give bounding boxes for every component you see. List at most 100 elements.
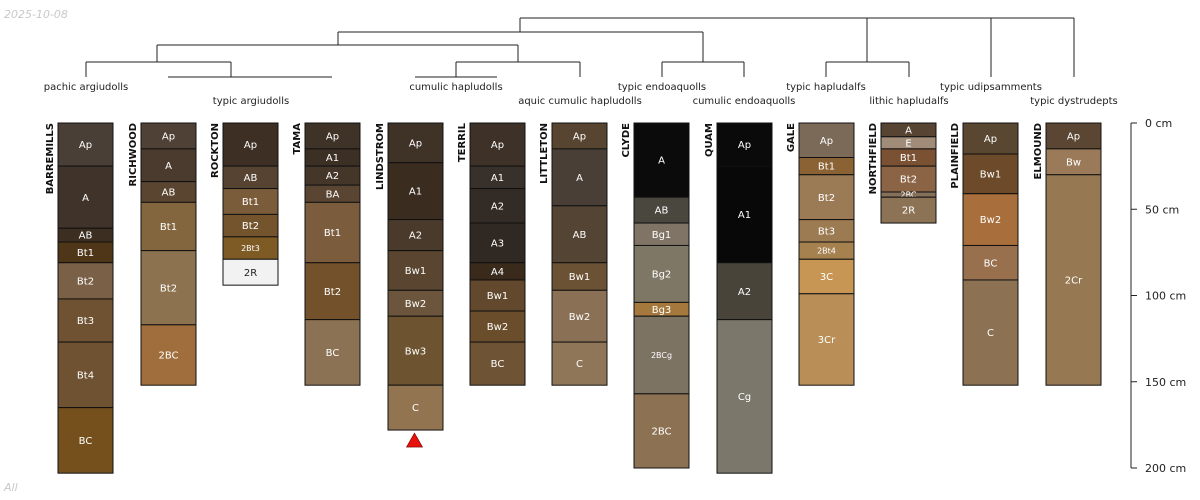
horizon-label: AB [244, 173, 258, 184]
horizon [304, 319, 361, 386]
horizon-label: Bt1 [818, 162, 835, 173]
soil-profile: AE Bt1 Bt2 2BC 2R NORTHFIELD [868, 122, 937, 224]
horizon-label: Bw2 [569, 312, 590, 323]
profiles-layer: Ap A AB Bt1 Bt2 Bt3 Bt4 BC BARREMILLS Ap A AB Bt1 Bt2… [45, 122, 1102, 474]
axis-tick-label: 100 cm [1145, 290, 1186, 303]
soil-profile: Ap Bw1 Bw2 BC C PLAINFIELD [950, 122, 1019, 386]
dendrogram-link [85, 61, 232, 77]
horizon-label: Bt3 [77, 316, 94, 327]
horizon [469, 341, 526, 386]
horizon-label: Bg2 [652, 270, 672, 281]
horizon [469, 222, 526, 264]
horizon [798, 122, 855, 158]
horizon [551, 262, 608, 291]
soil-profile: Ap Bw 2Cr ELMOUND [1033, 122, 1102, 386]
horizon [222, 122, 279, 167]
horizon-label: Bt1 [77, 248, 94, 259]
date-stamp: 2025-10-08 [4, 8, 68, 21]
soil-profile: Ap A1 A2 BA Bt1 Bt2 BC TAMA [292, 122, 361, 386]
horizon [633, 244, 690, 303]
horizon [140, 201, 197, 252]
dendrogram-link [519, 17, 1075, 77]
dendrogram-link [337, 31, 704, 62]
horizon-label: Bt3 [818, 226, 835, 237]
horizon-label: A [165, 161, 172, 172]
taxon-label: lithic hapludalfs [869, 96, 948, 107]
profile-name: RICHWOOD [128, 123, 139, 186]
horizon-label: Bg3 [652, 305, 672, 316]
horizon-label: Bw2 [405, 299, 426, 310]
soil-profile: Ap AB Bt1 Bt2 2Bt3 2R ROCKTON [210, 122, 279, 286]
horizon [1045, 122, 1102, 150]
taxon-label: typic dystrudepts [1030, 96, 1117, 107]
dendrogram [85, 17, 1075, 78]
horizon-label: Bt1 [242, 197, 259, 208]
profile-name: PLAINFIELD [950, 123, 961, 189]
horizon-label: Bt1 [160, 222, 177, 233]
horizon-label: Bt1 [900, 153, 917, 164]
soil-profile: Ap A AB Bt1 Bt2 Bt3 Bt4 BC BARREMILLS [45, 122, 114, 474]
horizon [222, 258, 279, 286]
horizon-label: Ap [820, 136, 833, 147]
horizon-label: A2 [738, 287, 751, 298]
axis-tick-label: 50 cm [1145, 203, 1179, 216]
horizon-label: A [82, 193, 89, 204]
profile-name: QUAM [704, 123, 715, 157]
horizon-label: Bw2 [487, 322, 508, 333]
horizon-label: 2R [244, 268, 257, 279]
horizon-label: AB [162, 188, 176, 199]
horizon-label: A2 [491, 201, 504, 212]
soil-profile: Ap A1 A2 Bw1 Bw2 Bw3 C LINDSTROM [375, 122, 444, 448]
profile-name: BARREMILLS [45, 123, 56, 194]
horizon [387, 250, 444, 291]
horizon [716, 122, 773, 167]
taxon-label: typic udipsamments [940, 82, 1042, 93]
horizon-label: 2BC [651, 427, 671, 438]
horizon-label: 2BCg [651, 351, 672, 360]
dendrogram-link [661, 61, 745, 77]
horizon-label: 2R [902, 206, 915, 217]
taxon-labels: pachic argiudolls typic argiudolls cumulic… [44, 82, 1118, 107]
horizon [962, 279, 1019, 386]
horizon-label: Bt1 [324, 228, 341, 239]
taxon-label: aquic cumulic hapludolls [518, 96, 642, 107]
horizon [140, 250, 197, 326]
horizon-label: Bt2 [818, 193, 835, 204]
horizon [469, 122, 526, 167]
horizon [551, 205, 608, 264]
horizon-label: Bw3 [405, 346, 426, 357]
horizon [551, 289, 608, 343]
axis-tick-label: 0 cm [1145, 117, 1172, 130]
taxon-label: cumulic endoaquolls [693, 96, 796, 107]
horizon-label: Cg [738, 392, 751, 403]
horizon-label: Ap [326, 132, 339, 143]
horizon-label: Bt2 [324, 287, 341, 298]
horizon [716, 319, 773, 474]
horizon [798, 258, 855, 295]
horizon-label: A2 [326, 171, 339, 182]
horizon-label: E [905, 138, 911, 149]
taxon-label: cumulic hapludolls [409, 82, 502, 93]
horizon-label: AB [79, 231, 93, 242]
profile-name: ELMOUND [1033, 123, 1044, 179]
horizon-label: A2 [409, 231, 422, 242]
horizon-label: Ap [1067, 132, 1080, 143]
horizon [57, 165, 114, 229]
horizon-label: Ap [409, 138, 422, 149]
horizon [57, 407, 114, 474]
soil-profile: Ap A1 A2 Cg QUAM [704, 122, 773, 474]
horizon-label: Bw [1066, 157, 1081, 168]
horizon [304, 262, 361, 321]
horizon-label: C [412, 403, 419, 414]
horizon-label: 2Bt4 [817, 247, 836, 256]
horizon-label: Ap [573, 132, 586, 143]
horizon [962, 153, 1019, 195]
taxon-label: typic argiudolls [213, 96, 289, 107]
horizon-label: Ap [491, 140, 504, 151]
depth-limit-marker [405, 432, 424, 448]
soil-profile: Ap A1 A2 A3 A4 Bw1 Bw2 BC TERRIL [457, 122, 526, 386]
dendrogram-link [156, 44, 519, 62]
horizon-label: BA [326, 189, 340, 200]
profile-name: ROCKTON [210, 123, 221, 178]
